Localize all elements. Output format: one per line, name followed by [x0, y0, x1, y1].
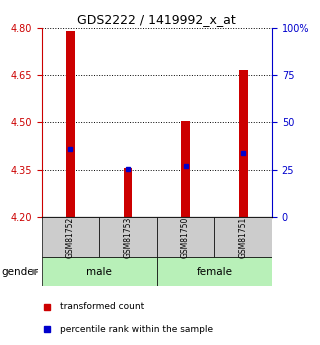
Text: percentile rank within the sample: percentile rank within the sample: [60, 325, 213, 334]
Text: male: male: [86, 267, 112, 277]
Bar: [239, 70, 248, 217]
Title: GDS2222 / 1419992_x_at: GDS2222 / 1419992_x_at: [77, 13, 236, 27]
Text: GSM81752: GSM81752: [66, 217, 75, 258]
Text: GSM81751: GSM81751: [239, 217, 248, 258]
Bar: [42, 217, 99, 257]
Bar: [181, 121, 190, 217]
Bar: [42, 257, 157, 286]
Bar: [99, 217, 157, 257]
Text: GSM81753: GSM81753: [124, 217, 132, 258]
Bar: [124, 168, 132, 217]
Text: GSM81750: GSM81750: [181, 217, 190, 258]
Bar: [214, 217, 272, 257]
Text: gender: gender: [2, 267, 39, 277]
Text: transformed count: transformed count: [60, 302, 145, 311]
Bar: [157, 257, 272, 286]
Bar: [66, 31, 75, 217]
Bar: [157, 217, 214, 257]
Text: female: female: [196, 267, 232, 277]
